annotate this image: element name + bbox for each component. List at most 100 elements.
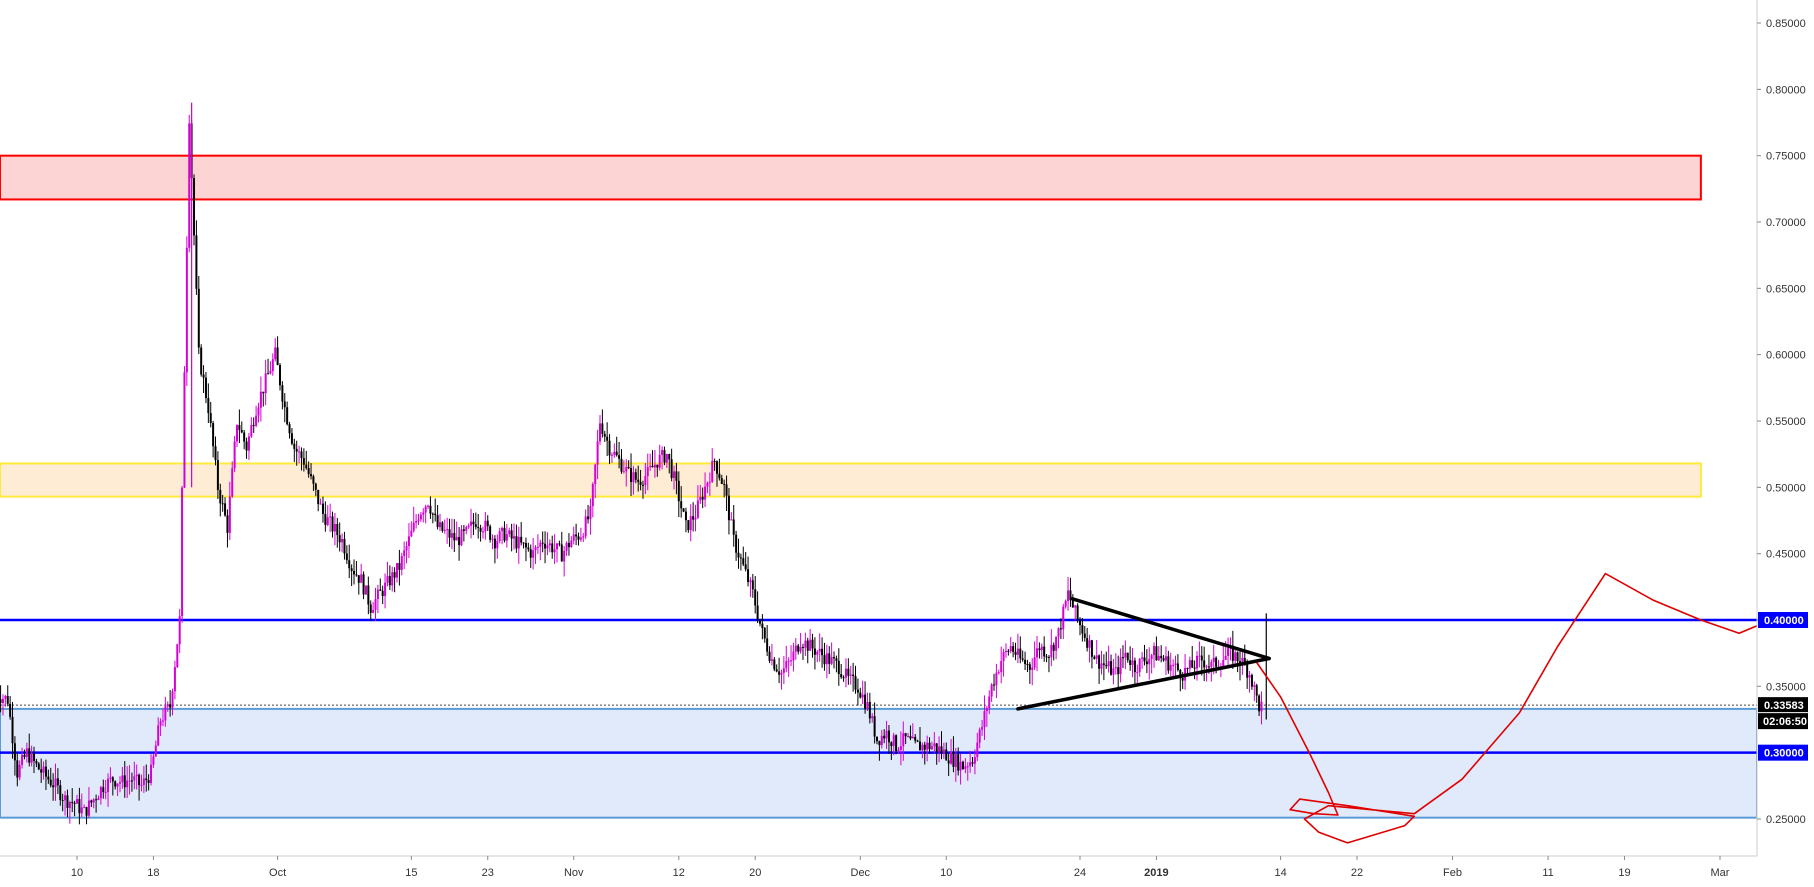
candle [988, 690, 991, 715]
candle [1076, 603, 1079, 623]
candle [957, 747, 960, 776]
red-resistance-zone[interactable] [0, 154, 1702, 201]
candle [883, 729, 886, 744]
candle [1188, 656, 1191, 676]
price-axis[interactable]: 0.25000 0.35000 0.45000 0.50000 0.55000 0.600… [1756, 0, 1814, 887]
candle [424, 504, 427, 524]
candle [460, 525, 463, 547]
candle [54, 763, 57, 801]
x-tick-label: 22 [1351, 867, 1363, 879]
candle [591, 482, 594, 518]
candle [331, 511, 334, 538]
candle [412, 506, 415, 533]
candle [751, 573, 754, 598]
x-tick-label: 2019 [1144, 867, 1168, 879]
blue-support-zone[interactable] [0, 707, 1758, 819]
candle [1155, 636, 1158, 661]
candle [902, 721, 905, 761]
time-axis[interactable]: 10 18 Oct 15 23 Nov 12 20 Dec 10 24 2019 14 22 Feb 11 19… [0, 855, 1814, 887]
yellow-resistance-zone[interactable] [0, 462, 1702, 498]
candle [142, 766, 145, 793]
candle [859, 687, 862, 699]
y-tick-label: 0.65000 [1766, 283, 1806, 295]
candle [1024, 651, 1027, 670]
candle [596, 429, 599, 480]
candle [758, 619, 761, 627]
candle [510, 523, 513, 552]
candle [181, 485, 184, 623]
candle [887, 725, 890, 754]
candles-layer [0, 102, 1267, 825]
candle [1036, 635, 1039, 672]
candle [169, 690, 172, 717]
candle [656, 464, 659, 477]
candle [990, 683, 993, 702]
candle [283, 393, 286, 423]
triangle-lower-line[interactable] [1016, 656, 1271, 711]
candle [1231, 630, 1234, 669]
candle [773, 656, 776, 672]
y-tick-label: 0.60000 [1766, 350, 1806, 362]
candle [92, 798, 95, 809]
candle [947, 753, 950, 777]
candle [264, 359, 267, 406]
candle [1095, 639, 1098, 664]
candle [302, 448, 305, 472]
candle [551, 535, 554, 559]
candle [524, 537, 527, 562]
candle [1255, 683, 1258, 703]
candle [1002, 648, 1005, 677]
candle [372, 602, 375, 614]
candle [472, 513, 475, 536]
candle [4, 694, 7, 707]
candle [329, 503, 332, 533]
candle [470, 508, 473, 539]
candle [544, 531, 547, 564]
triangle-upper-line[interactable] [1070, 597, 1271, 661]
x-tick-label: 15 [405, 867, 417, 879]
candle [641, 480, 644, 499]
candle [477, 513, 480, 539]
candle [448, 518, 451, 547]
candle [1014, 642, 1017, 661]
candle [871, 713, 874, 723]
candle [1157, 646, 1160, 662]
candle [362, 571, 365, 600]
candle [708, 472, 711, 496]
candle [892, 732, 895, 756]
candle [618, 441, 621, 469]
candle [508, 527, 511, 538]
candle [126, 766, 129, 799]
candle [474, 512, 477, 530]
candle [484, 511, 487, 540]
candle [792, 642, 795, 672]
candle [916, 739, 919, 743]
candle [718, 458, 721, 481]
candle [133, 761, 136, 790]
candle [816, 650, 819, 663]
candle [911, 723, 914, 739]
candle [756, 591, 759, 623]
candle [431, 512, 434, 524]
candle [288, 421, 291, 439]
candle [866, 692, 869, 711]
candle [701, 487, 704, 509]
candle [732, 504, 735, 547]
candle [164, 696, 167, 727]
candle [274, 338, 277, 362]
candle [353, 559, 356, 585]
candle [1043, 636, 1046, 662]
candle [183, 366, 186, 489]
candle [985, 705, 988, 727]
candle [11, 701, 14, 759]
candle [961, 760, 964, 770]
candle [343, 531, 346, 560]
candle [673, 465, 676, 490]
candle [689, 504, 692, 542]
y-tick-label: 0.50000 [1766, 482, 1806, 494]
candle [684, 507, 687, 533]
level-price-badge [1758, 744, 1808, 761]
projection-path[interactable] [1256, 572, 1769, 844]
